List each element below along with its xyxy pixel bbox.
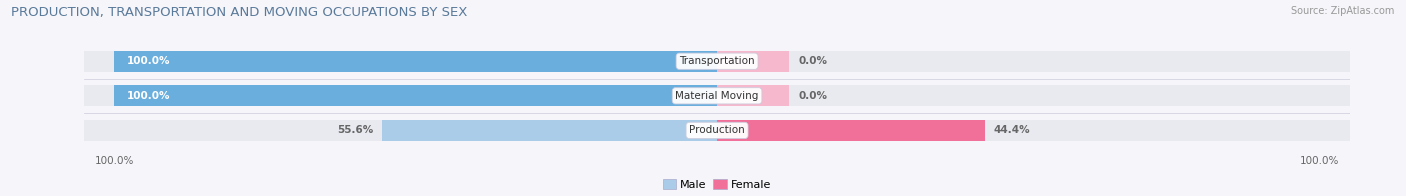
Bar bbox=[84, 51, 1350, 72]
Text: Material Moving: Material Moving bbox=[675, 91, 759, 101]
Bar bbox=[717, 85, 789, 106]
Text: 0.0%: 0.0% bbox=[799, 91, 827, 101]
Bar bbox=[84, 120, 1350, 141]
Text: 44.4%: 44.4% bbox=[994, 125, 1031, 135]
Text: Production: Production bbox=[689, 125, 745, 135]
Text: PRODUCTION, TRANSPORTATION AND MOVING OCCUPATIONS BY SEX: PRODUCTION, TRANSPORTATION AND MOVING OC… bbox=[11, 6, 468, 19]
Text: Transportation: Transportation bbox=[679, 56, 755, 66]
Bar bbox=[717, 51, 789, 72]
Text: 55.6%: 55.6% bbox=[337, 125, 373, 135]
Bar bbox=[717, 120, 984, 141]
Text: 100.0%: 100.0% bbox=[127, 91, 170, 101]
Bar bbox=[114, 85, 717, 106]
Bar bbox=[84, 85, 1350, 106]
Bar bbox=[114, 51, 717, 72]
Bar bbox=[382, 120, 717, 141]
Text: Source: ZipAtlas.com: Source: ZipAtlas.com bbox=[1291, 6, 1395, 16]
Legend: Male, Female: Male, Female bbox=[661, 177, 773, 192]
Text: 100.0%: 100.0% bbox=[127, 56, 170, 66]
Text: 0.0%: 0.0% bbox=[799, 56, 827, 66]
